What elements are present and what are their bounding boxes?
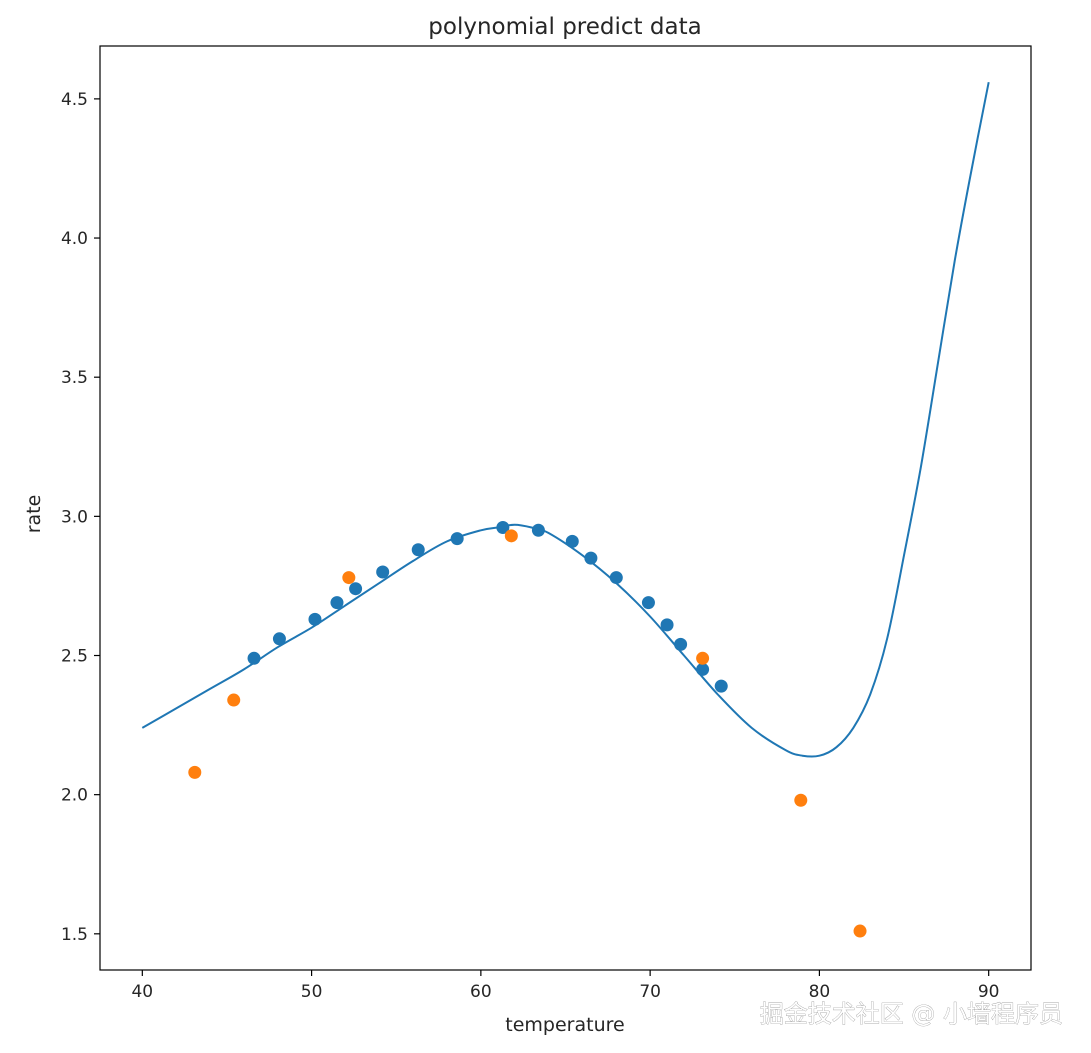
test-point — [342, 571, 356, 585]
train-point — [308, 612, 322, 626]
train-point — [609, 571, 623, 585]
y-tick-label: 4.0 — [61, 229, 88, 249]
train-point — [531, 523, 545, 537]
train-point — [696, 662, 710, 676]
axes-frame — [99, 45, 1032, 971]
train-point — [674, 637, 688, 651]
y-tick-label: 4.5 — [61, 90, 88, 110]
train-point — [376, 565, 390, 579]
test-point — [853, 924, 867, 938]
train-point — [450, 532, 464, 546]
fit-curve — [141, 82, 990, 758]
test-point — [504, 529, 518, 543]
test-point — [227, 693, 241, 707]
watermark: 掘金技术社区 @ 小墙程序员 — [760, 1000, 1063, 1028]
x-tick-label: 50 — [301, 982, 323, 1002]
train-point — [714, 679, 728, 693]
y-tick-label: 1.5 — [61, 925, 88, 945]
test-point — [696, 651, 710, 665]
train-point — [641, 596, 655, 610]
x-tick-label: 80 — [809, 982, 831, 1002]
train-point — [660, 618, 674, 632]
y-tick-label: 2.0 — [61, 786, 88, 806]
test-point — [794, 793, 808, 807]
train-point — [272, 632, 286, 646]
train-point — [584, 551, 598, 565]
train-point — [565, 534, 579, 548]
y-axis-title: rate — [23, 495, 45, 534]
x-tick-label: 40 — [131, 982, 153, 1002]
x-tick-label: 60 — [470, 982, 492, 1002]
x-axis-title: temperature — [505, 1014, 624, 1036]
plot-area — [141, 82, 990, 938]
train-point — [349, 582, 363, 596]
y-tick-label: 3.5 — [61, 368, 88, 388]
train-point — [411, 543, 425, 557]
chart-title: polynomial predict data — [428, 14, 701, 40]
train-point — [496, 520, 510, 534]
x-tick-label: 90 — [978, 982, 1000, 1002]
test-point — [188, 765, 202, 779]
y-tick-label: 2.5 — [61, 647, 88, 667]
axis-ticks: 40 50 60 70 80 90 1.5 2.0 2.5 3.0 3.5 4.0 4.5 — [61, 90, 1000, 1002]
y-tick-label: 3.0 — [61, 507, 88, 527]
train-point — [330, 596, 344, 610]
train-point — [247, 651, 261, 665]
x-tick-label: 70 — [639, 982, 661, 1002]
